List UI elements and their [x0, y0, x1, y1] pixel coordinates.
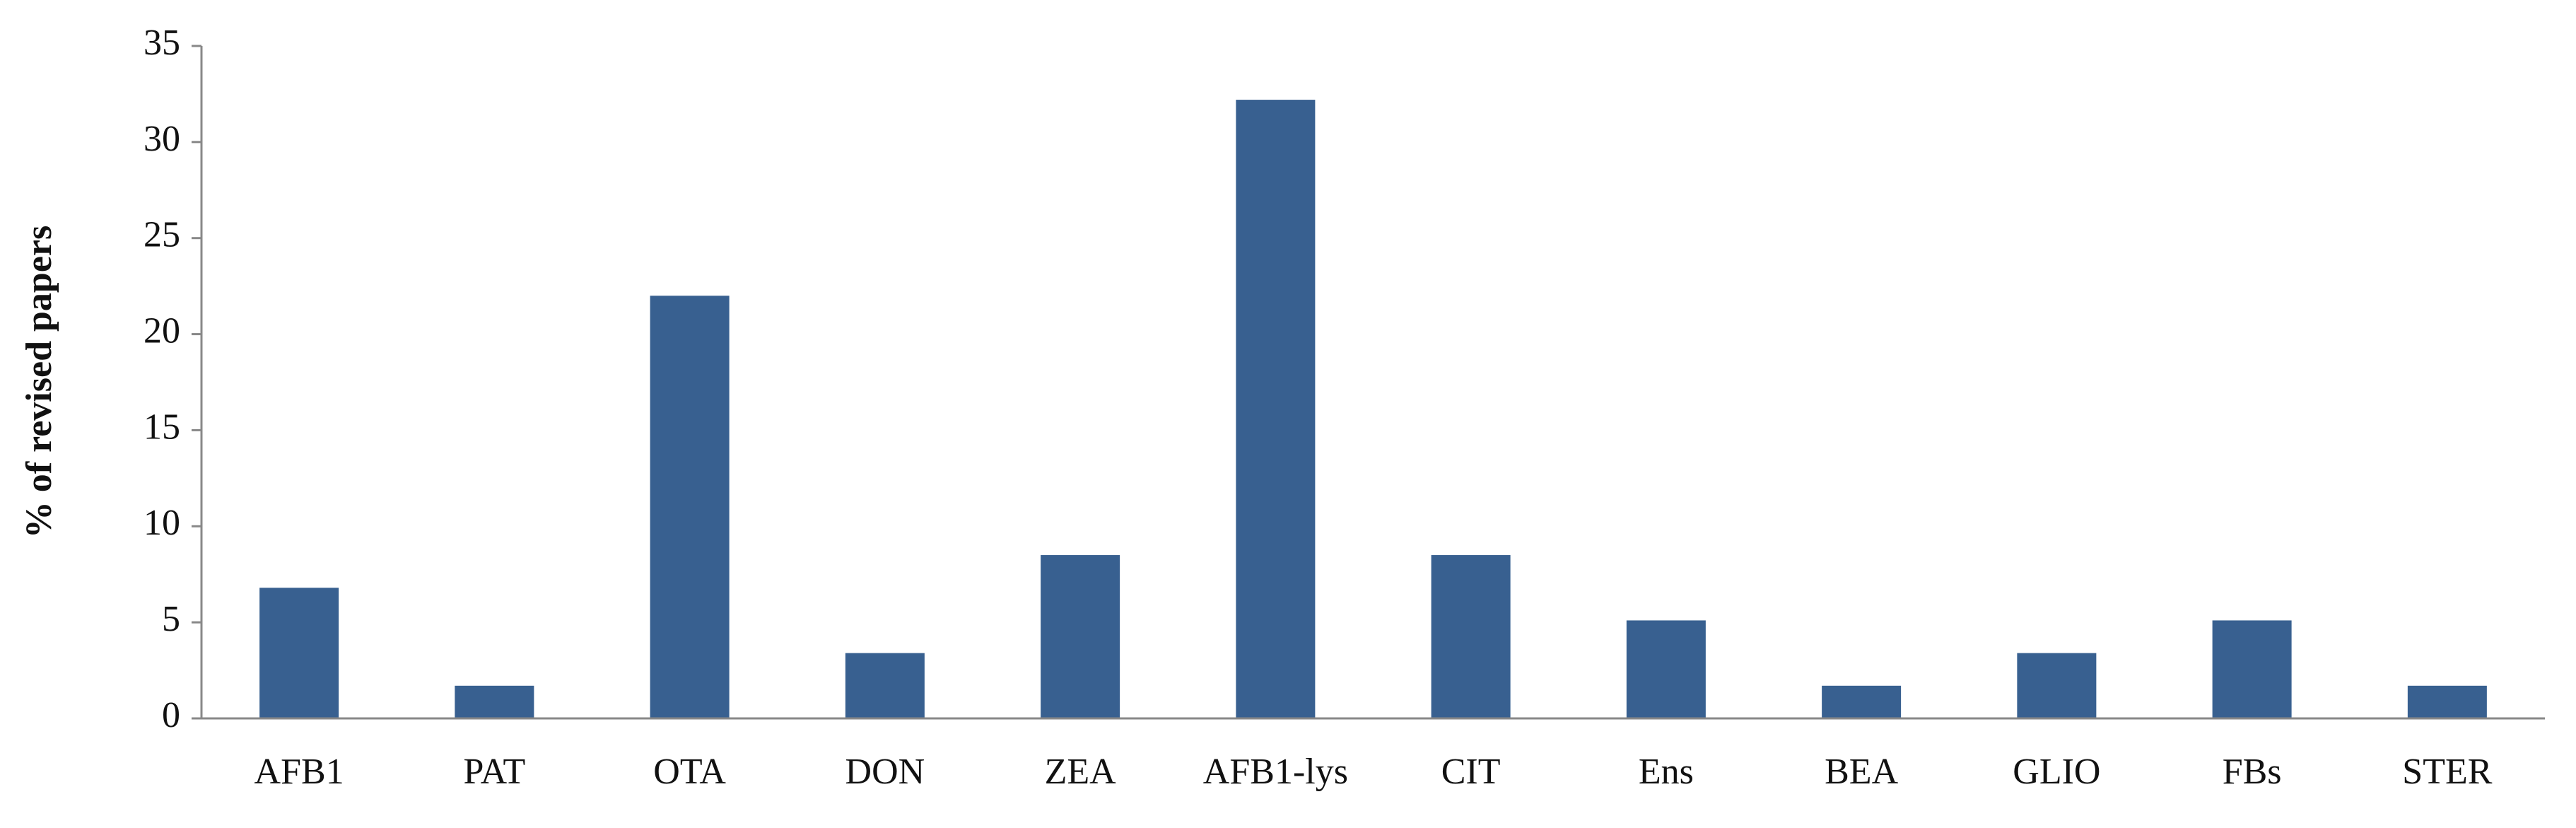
y-tick-label: 25 [144, 215, 180, 255]
x-tick-label: OTA [653, 752, 726, 792]
x-tick-label: AFB1-lys [1203, 752, 1348, 792]
x-tick-label: Ens [1639, 752, 1694, 792]
x-tick-label: BEA [1825, 752, 1898, 792]
y-axis-title: % of revised papers [19, 226, 59, 538]
bar [1626, 620, 1706, 718]
x-tick-label: CIT [1441, 752, 1501, 792]
bar [1041, 555, 1120, 718]
bar [1236, 100, 1316, 718]
bar [650, 296, 730, 718]
x-tick-label: ZEA [1045, 752, 1117, 792]
x-tick-label: DON [845, 752, 925, 792]
y-tick-label: 20 [144, 311, 180, 351]
y-tick-label: 15 [144, 407, 180, 447]
x-tick-label: PAT [464, 752, 526, 792]
bar [2212, 620, 2292, 718]
y-tick-label: 30 [144, 119, 180, 159]
x-tick-label: AFB1 [254, 752, 344, 792]
bar [455, 685, 534, 718]
y-tick-label: 5 [162, 599, 180, 639]
bar [2017, 653, 2097, 718]
x-tick-label: GLIO [2013, 752, 2100, 792]
bar [1822, 685, 1902, 718]
x-tick-label: STER [2402, 752, 2492, 792]
bar [845, 653, 925, 718]
bar [259, 588, 339, 718]
x-tick-label: FBs [2223, 752, 2282, 792]
y-tick-label: 35 [144, 23, 180, 63]
y-tick-label: 10 [144, 503, 180, 543]
bar [2407, 685, 2487, 718]
y-tick-label: 0 [162, 695, 180, 735]
bar [1431, 555, 1511, 718]
